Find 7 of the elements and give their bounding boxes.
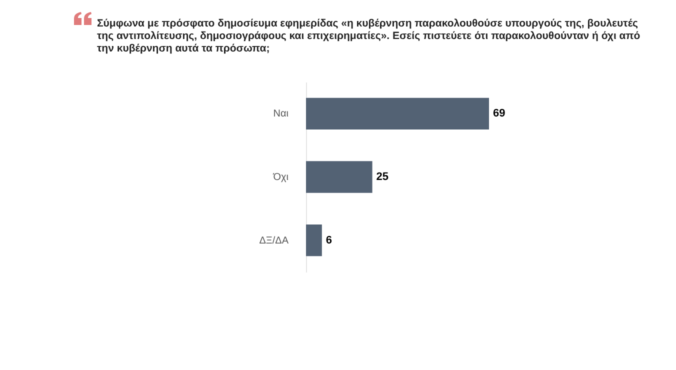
data-label: 25 xyxy=(376,171,389,183)
y-tick-label: Ναι xyxy=(273,108,288,120)
data-label: 69 xyxy=(493,108,506,120)
data-label: 6 xyxy=(326,234,332,246)
y-tick-label: Όχι xyxy=(272,172,288,183)
chart-title: Σύμφωνα με πρόσφατο δημοσίευμα εφημερίδας «η κυβέρνηση παρακολουθούσε υπουργούς της, βουλευτές της αντιπολίτευσης, δημοσιογράφους και επιχειρηματίες». Εσείς πιστεύετε ότι παρακολουθούνταν ή όχι από την κυβέρνηση αυτά τα πρόσωπα; xyxy=(97,18,640,54)
y-tick-label: ΔΞ/ΔΑ xyxy=(259,235,289,246)
